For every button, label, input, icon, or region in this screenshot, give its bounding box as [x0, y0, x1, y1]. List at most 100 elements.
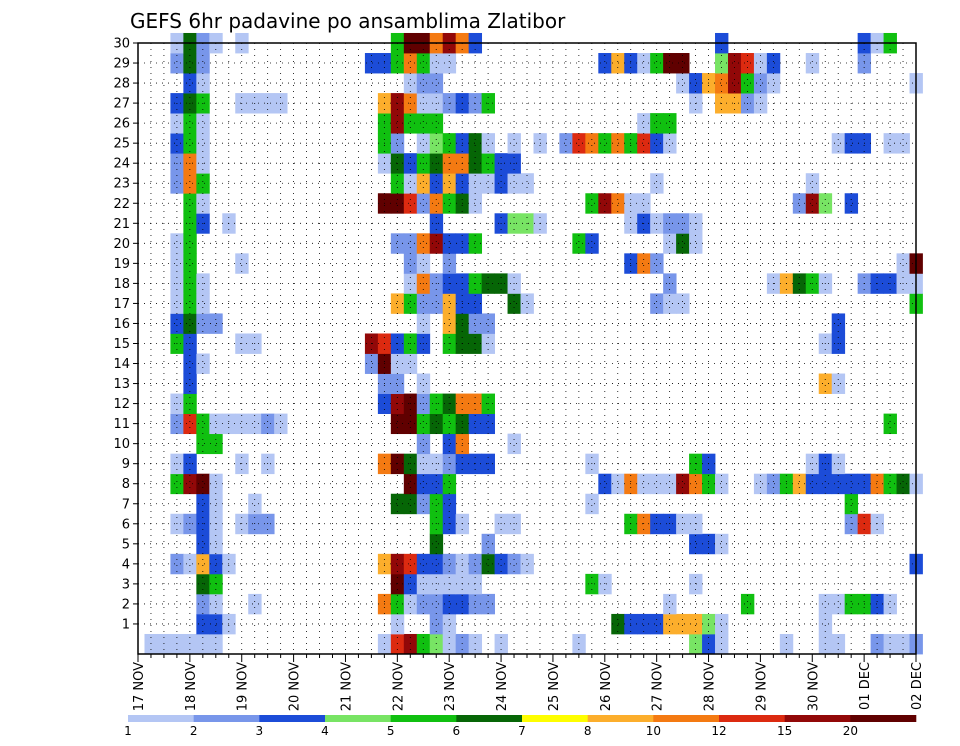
heatmap-cell	[715, 533, 729, 555]
heatmap-cell	[416, 53, 431, 74]
heatmap-cell	[468, 413, 483, 435]
heatmap-cell	[196, 613, 210, 635]
heatmap-cell	[183, 253, 197, 274]
heatmap-cell	[689, 533, 703, 555]
y-tick-label: 21	[113, 217, 130, 232]
heatmap-cell	[831, 133, 846, 154]
heatmap-cell	[416, 133, 431, 154]
heatmap-cell	[170, 133, 184, 154]
heatmap-cell	[183, 293, 197, 314]
heatmap-cell	[844, 473, 859, 495]
y-tick-label: 10	[113, 437, 130, 452]
heatmap-cell	[637, 53, 651, 74]
heatmap-cell	[818, 473, 833, 495]
heatmap-cell	[844, 193, 859, 214]
y-tick-label: 17	[113, 297, 130, 312]
heatmap-cell	[637, 193, 651, 214]
heatmap-cell	[442, 293, 457, 314]
x-tick-label: 28 NOV	[703, 662, 718, 711]
heatmap-cell	[429, 53, 444, 74]
heatmap-cell	[585, 193, 599, 214]
y-tick-label: 14	[113, 357, 130, 372]
y-tick-label: 30	[113, 37, 130, 52]
y-tick-label: 16	[113, 317, 130, 332]
x-tick-label: 29 NOV	[754, 662, 769, 711]
y-tick-label: 12	[113, 397, 130, 412]
heatmap-cell	[727, 53, 742, 74]
heatmap-cell	[196, 313, 210, 334]
legend-swatch	[850, 715, 917, 722]
x-tick-label: 23 NOV	[443, 662, 458, 711]
heatmap-cell	[689, 473, 703, 495]
heatmap-cell	[650, 293, 664, 314]
y-tick-label: 19	[113, 257, 130, 272]
heatmap-cell	[429, 293, 444, 314]
heatmap-cell	[831, 313, 846, 334]
heatmap-cell	[390, 413, 405, 435]
heatmap-cell	[403, 173, 418, 194]
heatmap-cell	[442, 193, 457, 214]
heatmap-cell	[870, 633, 884, 655]
heatmap-cell	[416, 573, 431, 595]
heatmap-cell	[637, 613, 651, 635]
y-tick-label: 27	[113, 97, 130, 112]
heatmap-cell	[585, 573, 599, 595]
heatmap-cell	[196, 353, 210, 374]
heatmap-cell	[403, 473, 418, 495]
heatmap-cell	[442, 613, 457, 635]
heatmap-cell	[248, 493, 262, 515]
legend-label: 8	[584, 724, 592, 738]
heatmap-cell	[442, 593, 457, 615]
heatmap-cell	[183, 353, 197, 374]
heatmap-cell	[403, 113, 418, 134]
heatmap-cell	[403, 233, 418, 254]
heatmap-cell	[429, 233, 444, 254]
heatmap-cell	[196, 113, 210, 134]
chart-title: GEFS 6hr padavine po ansamblima Zlatibor	[130, 9, 566, 33]
heatmap-cell	[442, 573, 457, 595]
heatmap-cell	[390, 553, 405, 575]
heatmap-cell	[429, 133, 444, 154]
heatmap-cell	[507, 553, 521, 575]
heatmap-cell	[170, 473, 184, 495]
heatmap-cell	[740, 53, 755, 74]
heatmap-cell	[196, 73, 210, 94]
heatmap-cell	[585, 133, 599, 154]
heatmap-cell	[818, 633, 833, 655]
heatmap-cell	[663, 473, 677, 495]
heatmap-cell	[429, 113, 444, 134]
heatmap-cell	[598, 133, 612, 154]
heatmap-cell	[429, 173, 444, 194]
heatmap-cell	[429, 493, 444, 515]
heatmap-cell	[637, 253, 651, 274]
heatmap-cell	[766, 53, 781, 74]
heatmap-cell	[507, 173, 521, 194]
heatmap-cell	[468, 173, 483, 194]
heatmap-cell	[494, 633, 508, 655]
x-tick-label: 19 NOV	[236, 662, 251, 711]
heatmap-cell	[183, 133, 197, 154]
heatmap-cell	[390, 613, 405, 635]
heatmap-cell	[883, 133, 897, 154]
heatmap-cell	[429, 553, 444, 575]
heatmap-cell	[481, 553, 495, 575]
heatmap-cell	[196, 533, 210, 555]
heatmap-cell	[390, 493, 405, 515]
y-tick-label: 3	[122, 577, 130, 592]
heatmap-cell	[585, 493, 599, 515]
heatmap-cell	[403, 73, 418, 94]
heatmap-cell	[753, 53, 768, 74]
heatmap-cell	[196, 413, 210, 435]
heatmap-cell	[715, 613, 729, 635]
heatmap-cell	[805, 173, 820, 194]
legend-swatch	[522, 715, 588, 722]
heatmap-cell	[676, 73, 690, 94]
heatmap-cell	[183, 193, 197, 214]
heatmap-cell	[727, 73, 742, 94]
legend-label: 20	[843, 724, 858, 738]
heatmap-cell	[689, 573, 703, 595]
heatmap-cell	[883, 413, 897, 435]
legend-swatch	[259, 715, 326, 722]
heatmap-cell	[663, 53, 677, 74]
heatmap-cell	[805, 53, 820, 74]
